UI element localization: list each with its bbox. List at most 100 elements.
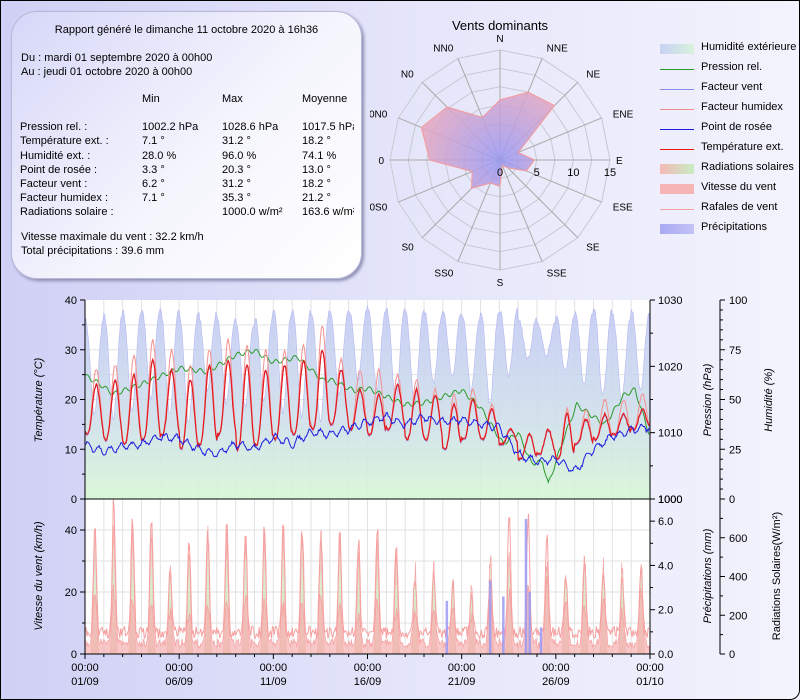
legend-swatch xyxy=(660,224,694,234)
x-tick-date: 21/09 xyxy=(448,676,476,688)
radar-tick-label: 5 xyxy=(534,167,540,179)
wind-tick-label: 20 xyxy=(65,587,77,599)
precipitation-tick-label: 2.0 xyxy=(658,605,673,617)
stats-header-max: Max xyxy=(222,93,243,106)
x-tick-time: 00:00 xyxy=(542,662,570,674)
stat-max: 1000.0 w/m² xyxy=(222,206,283,219)
legend-label: Point de rosée xyxy=(701,121,772,133)
stat-avg: 18.2 ° xyxy=(302,178,331,191)
stat-min: 7.1 ° xyxy=(142,192,165,205)
max-wind-text: Vitesse maximale du vent : 32.2 km/h xyxy=(21,231,204,243)
wind-tick-label: 0 xyxy=(71,649,77,661)
radar-spoke xyxy=(499,159,579,239)
wind-gust-line xyxy=(84,498,650,641)
legend-label: Radiations solaires xyxy=(701,161,794,173)
stat-label: Pression rel. : xyxy=(20,121,88,134)
stat-max: 96.0 % xyxy=(222,149,257,162)
report-title: Rapport généré le dimanche 11 octobre 20… xyxy=(54,24,319,36)
legend-label: Facteur humidex xyxy=(701,101,783,113)
radar-direction-label: N xyxy=(496,34,503,45)
radar-direction-label: NNE xyxy=(547,43,568,54)
stat-label: Facteur vent : xyxy=(20,178,88,191)
weather-timeseries-chart: 00:00 01/09 00:00 06/09 00:00 11/09 00:00 16/09… xyxy=(33,295,783,688)
stats-row: Facteur vent : 6.2 ° 31.2 ° 18.2 ° xyxy=(20,177,354,191)
solar-tick-label: 600 xyxy=(729,533,747,545)
x-tick-time: 00:00 xyxy=(165,662,193,674)
x-tick-time: 00:00 xyxy=(260,662,288,674)
legend-line xyxy=(660,209,694,210)
pressure-tick-label: 1030 xyxy=(658,295,682,307)
radar-direction-label: ESE xyxy=(613,203,633,214)
radar-direction-label: N0 xyxy=(401,70,414,81)
legend-label: Rafales de vent xyxy=(701,201,778,213)
temperature-tick-label: 40 xyxy=(65,295,77,307)
legend-label: Précipitations xyxy=(701,221,768,233)
stats-row: Humidité ext. : 28.0 % 96.0 % 74.1 % xyxy=(20,149,354,163)
wind-speed-area xyxy=(84,576,651,655)
humidity-tick-label: 100 xyxy=(729,295,747,307)
precipitation-bar xyxy=(524,518,528,654)
humidity-axis-title: Humidité (%) xyxy=(763,368,775,432)
precipitation-bar xyxy=(528,592,531,654)
stat-min: 1002.2 hPa xyxy=(142,121,199,134)
stat-avg: 18.2 ° xyxy=(302,135,331,148)
x-tick-date: 26/09 xyxy=(542,676,570,688)
temperature-tick-label: 20 xyxy=(65,395,77,407)
radar-direction-label: SS0 xyxy=(434,269,453,280)
temperature-tick-label: 0 xyxy=(71,494,77,506)
temperature-axis-title: Température (°C) xyxy=(33,357,45,442)
report-panel: Rapport généré le dimanche 11 octobre 20… xyxy=(11,11,362,279)
precipitation-tick-label: 4.0 xyxy=(658,560,673,572)
stat-label: Température ext. : xyxy=(20,135,109,148)
humidity-tick-label: 50 xyxy=(729,395,741,407)
stat-avg: 74.1 % xyxy=(302,149,337,162)
stats-header-row: Min Max Moyenne xyxy=(20,92,354,106)
stat-min: 28.0 % xyxy=(142,149,177,162)
radar-direction-label: 0N0 xyxy=(370,109,388,120)
wind-rose-chart: Vents dominants N NNE NE ENE E ESE SE SSE S SS0 S0… xyxy=(370,18,634,289)
legend-line xyxy=(660,69,694,70)
humidity-tick-label: 0 xyxy=(729,494,735,506)
x-tick-date: 16/09 xyxy=(354,676,382,688)
radar-direction-label: NE xyxy=(586,70,600,81)
legend-swatch xyxy=(660,44,694,54)
radar-direction-label: SE xyxy=(586,242,600,253)
x-tick-date: 01/10 xyxy=(636,676,664,688)
legend-line xyxy=(660,89,694,90)
pressure-axis-title: Pression (hPa) xyxy=(702,363,714,436)
stat-label: Radiations solaire : xyxy=(20,206,114,219)
humidity-tick-label: 25 xyxy=(729,444,741,456)
temperature-line xyxy=(84,349,650,462)
radar-tick-label: 15 xyxy=(604,167,616,179)
stat-max: 35.3 ° xyxy=(222,192,251,205)
dew-point-line xyxy=(85,412,650,473)
legend-swatch xyxy=(660,164,694,174)
total-rain-text: Total précipitations : 39.6 mm xyxy=(21,245,165,257)
stat-avg: 21.2 ° xyxy=(302,192,331,205)
wind-axis-title: Vitesse du vent (km/h) xyxy=(33,521,45,631)
stats-row: Radiations solaire : 1000.0 w/m² 163.6 w/m… xyxy=(20,205,354,219)
stats-header xyxy=(20,92,142,106)
radar-direction-label: E xyxy=(616,156,623,167)
stat-max: 20.3 ° xyxy=(222,163,251,176)
stat-avg: 163.6 w/m² xyxy=(302,206,354,219)
radar-direction-label: ENE xyxy=(613,109,634,120)
x-tick-date: 01/09 xyxy=(71,676,99,688)
solar-tick-label: 0 xyxy=(729,649,735,661)
precipitation-bar xyxy=(539,627,543,654)
legend-line xyxy=(660,109,694,110)
stat-label: Point de rosée : xyxy=(20,163,98,176)
precipitation-axis-title: Précipitations (mm) xyxy=(702,528,714,623)
radar-tick-label: 10 xyxy=(567,167,579,179)
legend-line xyxy=(660,129,694,130)
stats-row: Facteur humidex : 7.1 ° 35.3 ° 21.2 ° xyxy=(20,191,354,205)
wind-tick-label: 40 xyxy=(65,525,77,537)
radar-direction-label: S0 xyxy=(401,242,414,253)
radar-direction-label: NN0 xyxy=(433,43,453,54)
radar-spoke xyxy=(499,159,543,262)
stats-table: Min Max Moyenne Pression rel. : 1002.2 hP… xyxy=(20,92,354,220)
x-tick-date: 06/09 xyxy=(165,676,193,688)
stats-row: Point de rosée : 3.3 ° 20.3 ° 13.0 ° xyxy=(20,163,354,177)
legend-label: Facteur vent xyxy=(701,81,763,93)
report-from-date: Du : mardi 01 septembre 2020 à 00h00 xyxy=(21,52,213,64)
